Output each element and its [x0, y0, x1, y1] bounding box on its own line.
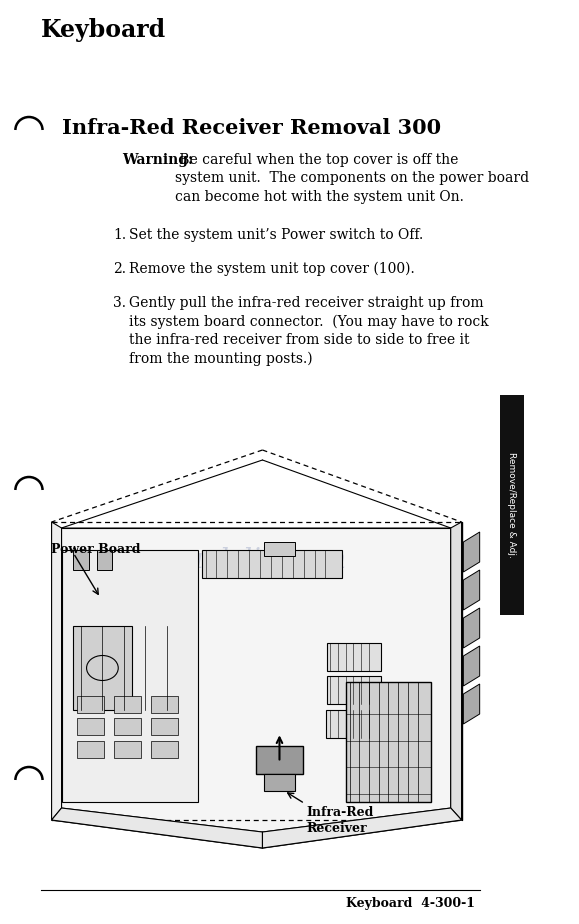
Polygon shape: [77, 741, 104, 758]
Text: Set the system unit’s Power switch to Off.: Set the system unit’s Power switch to Of…: [130, 228, 424, 242]
Text: Remove the system unit top cover (100).: Remove the system unit top cover (100).: [130, 262, 415, 276]
Polygon shape: [346, 682, 431, 802]
Text: 2.: 2.: [113, 262, 126, 276]
Polygon shape: [201, 551, 342, 578]
Polygon shape: [151, 696, 178, 712]
Polygon shape: [151, 741, 178, 758]
Polygon shape: [97, 551, 112, 570]
Text: Receiver: Receiver: [307, 821, 367, 834]
Polygon shape: [450, 522, 461, 820]
Ellipse shape: [87, 655, 118, 680]
Text: Power Board: Power Board: [51, 543, 140, 556]
Polygon shape: [463, 608, 479, 648]
Text: Keyboard  4-300-1: Keyboard 4-300-1: [346, 897, 475, 910]
Polygon shape: [114, 718, 141, 736]
Text: Infra-Red Receiver Removal 300: Infra-Red Receiver Removal 300: [61, 118, 441, 138]
Text: manualslib.com: manualslib.com: [124, 546, 346, 574]
Polygon shape: [73, 626, 131, 710]
Polygon shape: [114, 696, 141, 712]
Text: Gently pull the infra-red receiver straight up from
its system board connector. : Gently pull the infra-red receiver strai…: [130, 296, 489, 366]
Polygon shape: [463, 684, 479, 724]
Polygon shape: [463, 532, 479, 572]
Polygon shape: [463, 646, 479, 686]
Polygon shape: [77, 696, 104, 712]
Text: Be careful when the top cover is off the
system unit.  The components on the pow: Be careful when the top cover is off the…: [175, 153, 529, 204]
Polygon shape: [326, 710, 380, 738]
Polygon shape: [327, 676, 380, 704]
Polygon shape: [52, 522, 61, 820]
Text: 3.: 3.: [113, 296, 126, 310]
Polygon shape: [114, 741, 141, 758]
Polygon shape: [61, 528, 450, 832]
Polygon shape: [500, 395, 524, 615]
Polygon shape: [61, 551, 198, 802]
Polygon shape: [264, 542, 295, 556]
Polygon shape: [262, 808, 461, 848]
Polygon shape: [52, 808, 262, 848]
Text: Remove/Replace & Adj.: Remove/Replace & Adj.: [507, 452, 516, 558]
Text: Infra-Red: Infra-Red: [307, 806, 374, 819]
Polygon shape: [151, 718, 178, 736]
Polygon shape: [73, 551, 89, 570]
Text: 1.: 1.: [113, 228, 126, 242]
Polygon shape: [256, 747, 303, 774]
Polygon shape: [264, 774, 295, 791]
Text: Warning:: Warning:: [122, 153, 193, 167]
Polygon shape: [463, 570, 479, 610]
Polygon shape: [77, 718, 104, 736]
Polygon shape: [327, 643, 380, 671]
Text: Keyboard: Keyboard: [41, 18, 166, 42]
